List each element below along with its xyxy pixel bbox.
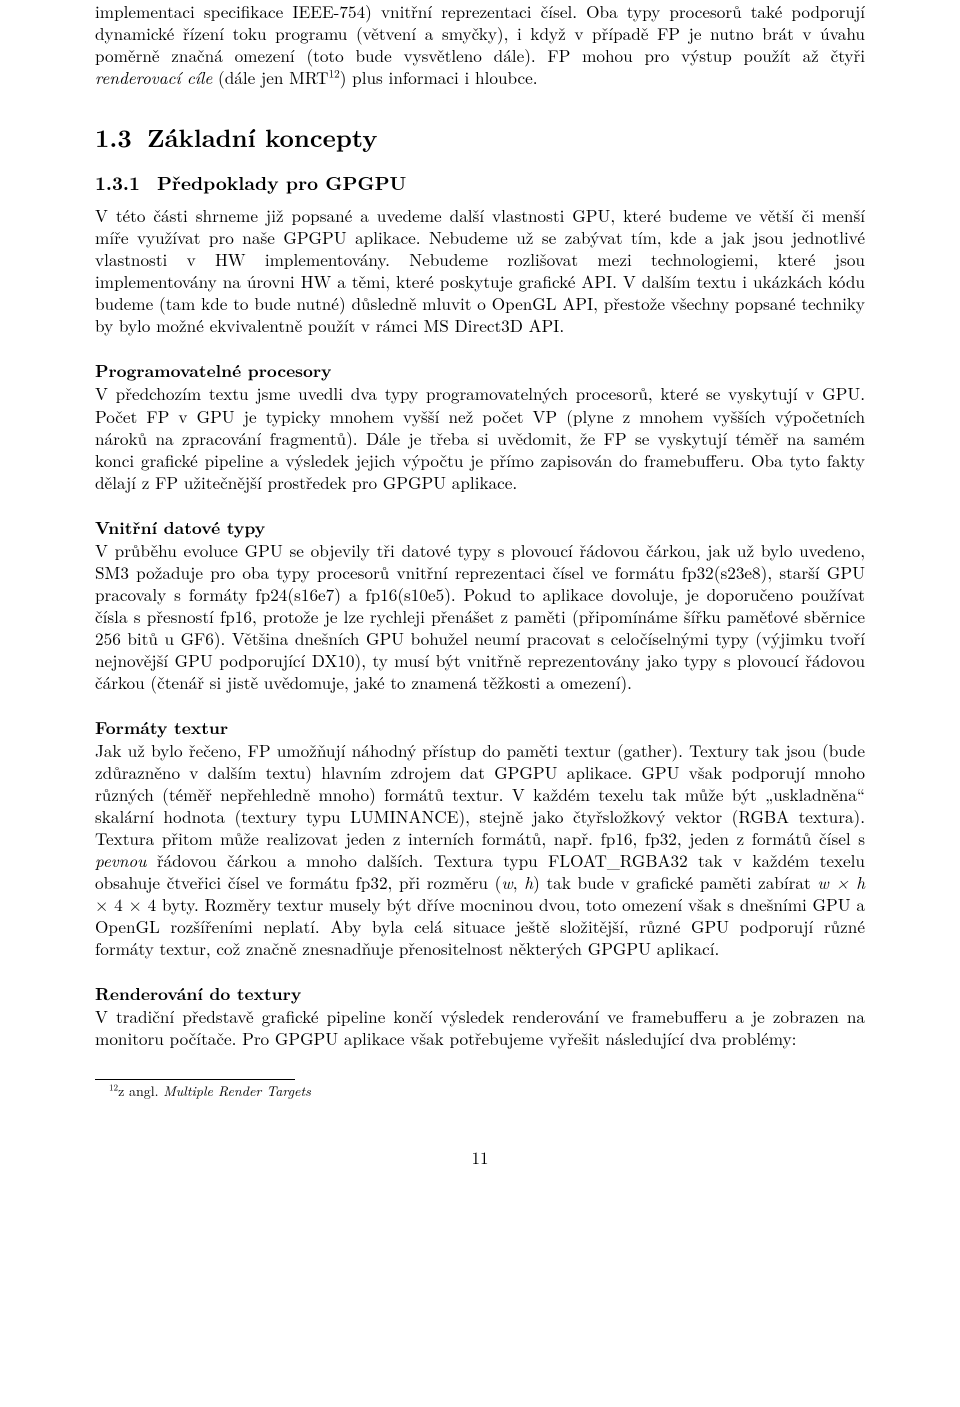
- internal-data-types-paragraph: V průběhu evoluce GPU se objevily tři da…: [95, 539, 865, 693]
- italic-w: w: [501, 870, 512, 894]
- intro-paragraph: implementaci specifikace IEEE-754) vnitř…: [95, 0, 865, 88]
- render-to-texture-heading: Renderování do textury: [95, 983, 865, 1005]
- section-1-3-number: 1.3: [95, 122, 147, 154]
- texture-formats-comma: ,: [513, 870, 524, 894]
- texture-formats-paragraph: Jak už bylo řečeno, FP umožňují náhodný …: [95, 739, 865, 959]
- footnote-ref-12: 12: [329, 65, 340, 81]
- section-1-3-title: Základní koncepty: [147, 120, 377, 155]
- italic-render-targets: renderovací cíle: [95, 65, 212, 89]
- footnote-12-number: 12: [109, 1080, 118, 1093]
- italic-h: h: [524, 870, 533, 894]
- italic-wxh: w × h: [817, 870, 865, 894]
- subsection-1-3-1-heading: 1.3.1Předpoklady pro GPGPU: [95, 170, 865, 194]
- subsection-1-3-1-paragraph: V této části shrneme již popsané a uvede…: [95, 204, 865, 336]
- subsection-1-3-1-title: Předpoklady pro GPGPU: [157, 168, 406, 196]
- section-1-3-heading: 1.3Základní koncepty: [95, 122, 865, 154]
- programmable-processors-paragraph: V předchozím textu jsme uvedli dva typy …: [95, 382, 865, 492]
- texture-formats-t4: × 4 × 4 byty. Rozměry textur musely být …: [95, 892, 865, 960]
- programmable-processors-heading: Programovatelné procesory: [95, 360, 865, 382]
- footnote-12-pre: z angl.: [118, 1081, 163, 1101]
- texture-formats-heading: Formáty textur: [95, 717, 865, 739]
- render-to-texture-paragraph: V tradiční představě grafické pipeline k…: [95, 1005, 865, 1049]
- italic-pevnou: pevnou: [95, 848, 146, 872]
- intro-text-2: (dále jen MRT: [212, 65, 328, 89]
- intro-text-3: ) plus informaci i hloubce.: [340, 65, 538, 89]
- subsection-1-3-1-number: 1.3.1: [95, 170, 157, 194]
- texture-formats-t1: Jak už bylo řečeno, FP umožňují náhodný …: [95, 738, 865, 850]
- footnote-12: 12z angl. Multiple Render Targets: [95, 1083, 865, 1101]
- texture-formats-t3: ) tak bude v grafické paměti zabírat: [533, 870, 817, 894]
- footnote-12-italic: Multiple Render Targets: [163, 1081, 311, 1101]
- page-number: 11: [95, 1147, 865, 1169]
- internal-data-types-heading: Vnitřní datové typy: [95, 517, 865, 539]
- footnote-rule: [95, 1079, 295, 1080]
- intro-text-1: implementaci specifikace IEEE-754) vnitř…: [95, 0, 865, 67]
